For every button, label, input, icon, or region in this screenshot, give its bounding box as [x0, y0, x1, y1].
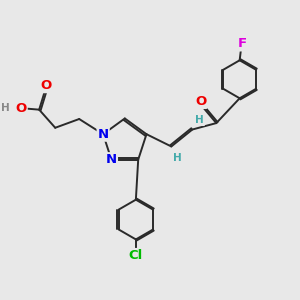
Text: Cl: Cl: [129, 249, 143, 262]
Text: O: O: [15, 102, 27, 115]
Text: O: O: [195, 95, 206, 108]
Text: H: H: [195, 115, 204, 125]
Text: O: O: [40, 79, 51, 92]
Text: H: H: [173, 153, 182, 163]
Text: H: H: [1, 103, 10, 113]
Text: F: F: [238, 38, 247, 50]
Text: N: N: [106, 153, 117, 166]
Text: N: N: [98, 128, 109, 141]
